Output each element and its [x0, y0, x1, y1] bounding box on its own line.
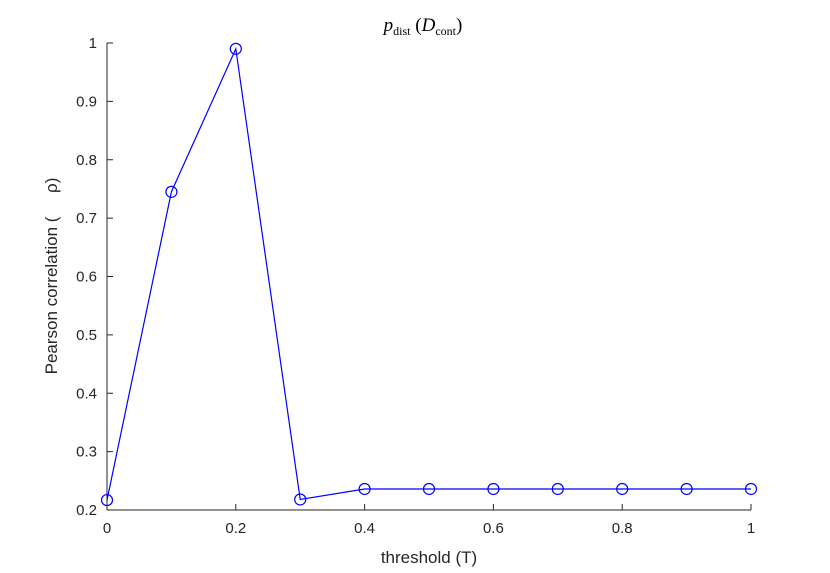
title-base: p — [382, 15, 394, 36]
data-point — [744, 482, 758, 496]
data-point — [100, 493, 114, 507]
chart-title: pdist (Dcont) — [382, 15, 463, 38]
x-axis-label: threshold (T) — [381, 548, 477, 567]
data-point — [487, 482, 500, 496]
series — [100, 42, 758, 507]
y-tick-label: 0.5 — [76, 327, 97, 344]
axes — [106, 43, 751, 511]
x-tick-label: 0.6 — [483, 520, 504, 537]
data-point — [229, 42, 242, 55]
data-point — [165, 185, 178, 198]
ticks: 0 0.2 0.4 0.6 0.8 1 0.2 0.3 0.4 0.5 0.6 0.7 0.8 0.9 1 — [76, 35, 755, 537]
y-tick-label: 0.8 — [76, 152, 97, 169]
y-tick-label: 0.2 — [76, 502, 97, 519]
y-tick-label: 0.4 — [76, 385, 97, 402]
x-tick-label: 1 — [747, 520, 755, 537]
y-tick-label: 0.3 — [76, 444, 97, 461]
x-tick-label: 0.8 — [612, 520, 633, 537]
x-tick-label: 0.4 — [354, 520, 375, 537]
y-tick-label: 1 — [89, 35, 97, 52]
data-point — [551, 482, 564, 496]
title-close: ) — [456, 15, 462, 36]
y-tick-label: 0.9 — [76, 93, 97, 110]
data-point — [680, 482, 693, 496]
title-inner-sub: cont — [435, 24, 456, 38]
data-point — [422, 482, 436, 496]
data-point — [358, 482, 371, 496]
y-axis-label: Pearson correlation ( ρ) — [42, 178, 61, 375]
y-tick-label: 0.7 — [76, 210, 97, 227]
title-open: ( — [411, 15, 422, 36]
x-tick-label: 0.2 — [225, 520, 246, 537]
series-line — [106, 46, 751, 501]
title-sub: dist — [393, 24, 411, 38]
data-point — [294, 493, 307, 506]
data-point — [616, 482, 629, 496]
y-tick-label: 0.6 — [76, 269, 97, 286]
x-tick-label: 0 — [103, 520, 111, 537]
title-inner: D — [421, 15, 436, 36]
